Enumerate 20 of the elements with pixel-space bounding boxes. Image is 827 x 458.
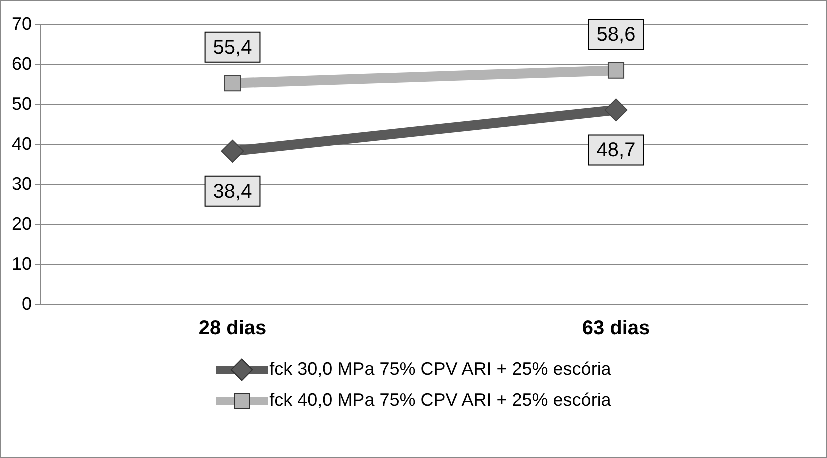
x-tick-label: 63 dias [582, 318, 650, 340]
y-tick-label: 70 [12, 14, 32, 34]
y-tick-label: 0 [22, 294, 32, 314]
y-tick-label: 30 [12, 174, 32, 194]
y-tick-label: 50 [12, 94, 32, 114]
data-label: 48,7 [596, 140, 636, 162]
data-label: 58,6 [596, 24, 636, 46]
point [221, 140, 244, 163]
x-tick-label: 28 dias [198, 318, 267, 340]
point [604, 98, 628, 122]
legend-label: fck 40,0 MPa 75% CPV ARI + 25% escória [270, 390, 612, 411]
y-tick-label: 40 [12, 134, 32, 154]
data-label: 38,4 [213, 180, 252, 203]
data-label: 55,4 [213, 36, 252, 59]
y-tick-label: 20 [12, 214, 32, 234]
y-tick-label: 60 [12, 54, 32, 74]
legend-label: fck 30,0 MPa 75% CPV ARI + 25% escória [270, 359, 612, 380]
y-tick-label: 10 [12, 254, 32, 274]
point [608, 62, 625, 79]
point [224, 75, 242, 92]
